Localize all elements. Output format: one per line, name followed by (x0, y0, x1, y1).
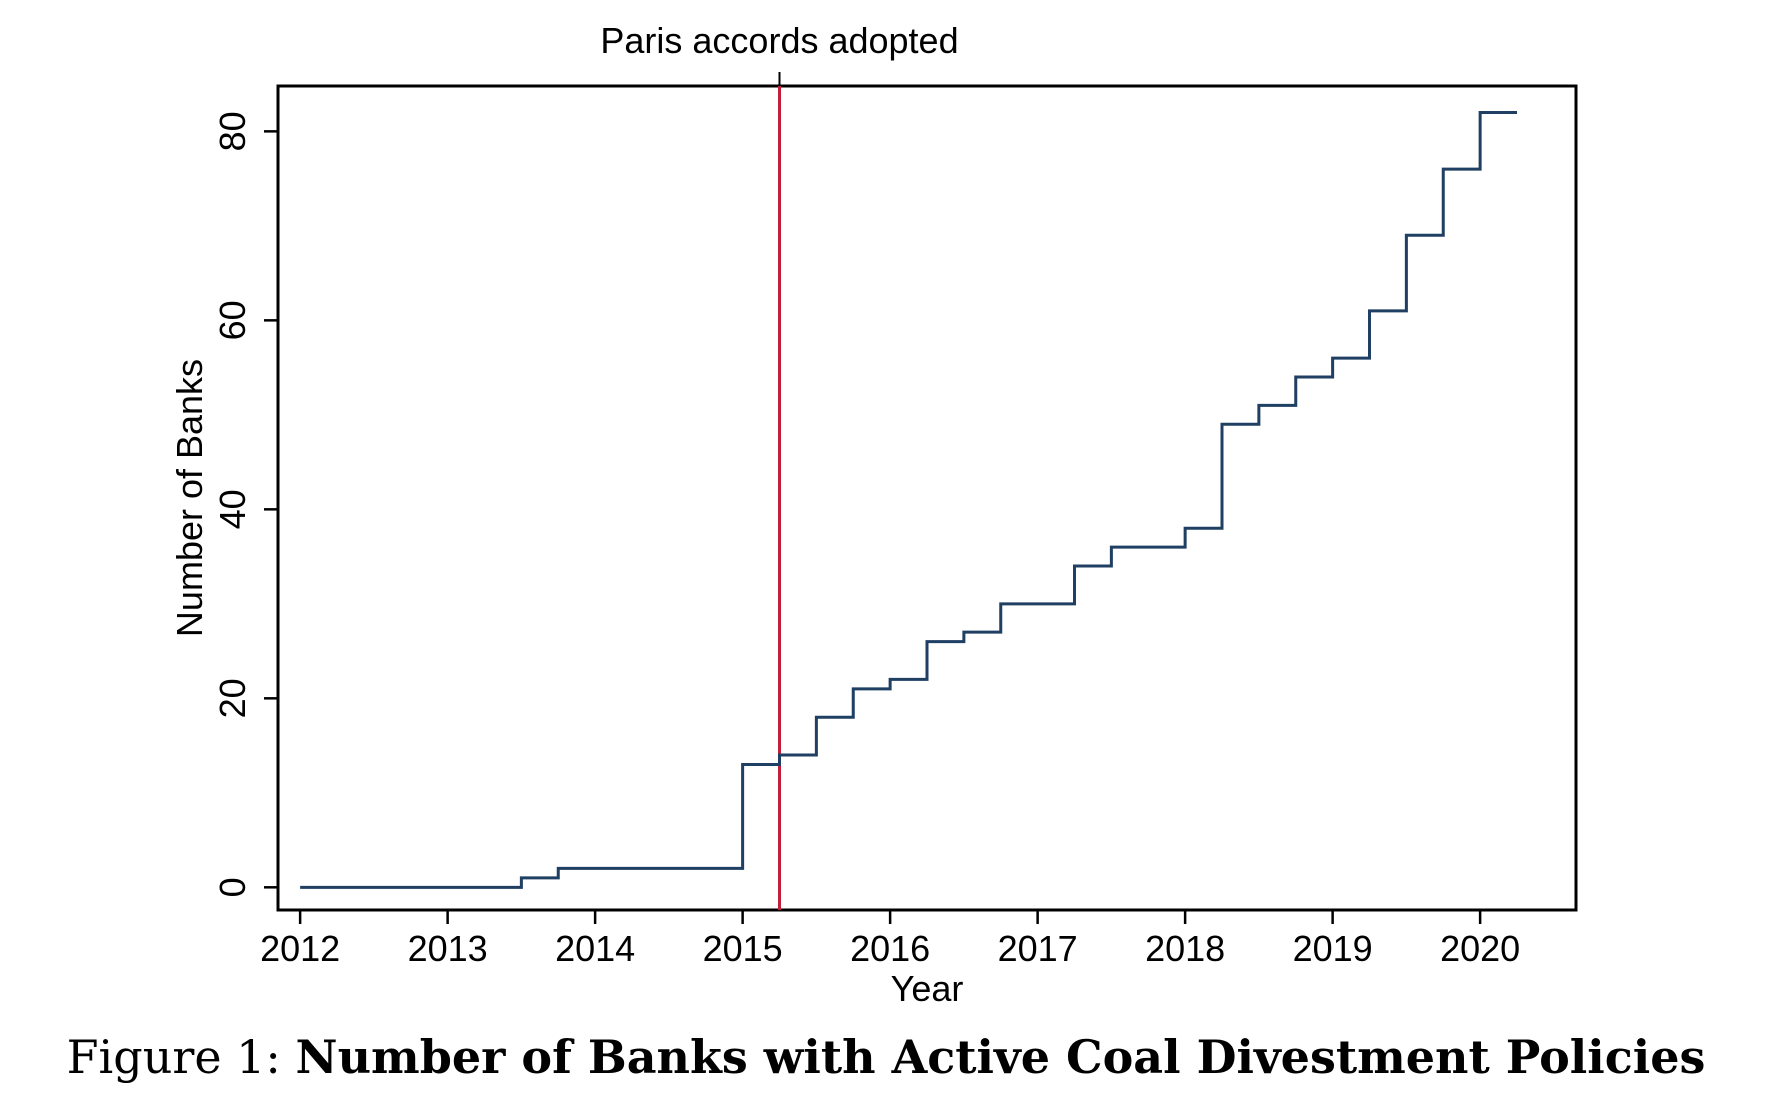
series-point (519, 876, 523, 880)
x-tick-label: 2014 (555, 928, 635, 969)
series-point (814, 715, 818, 719)
series-point (851, 687, 855, 691)
x-axis: 2012 2013 2014 2015 2016 2017 2018 2019 2020 (260, 910, 1520, 969)
series-point (1368, 309, 1372, 313)
series-point (1109, 545, 1113, 549)
series-point (999, 602, 1003, 606)
y-tick-label: 80 (212, 111, 253, 151)
series-point (741, 762, 745, 766)
x-tick-label: 2020 (1440, 928, 1520, 969)
x-tick-label: 2013 (408, 928, 488, 969)
series-line (300, 110, 1517, 889)
series-point (298, 885, 302, 889)
figure-caption-title: Number of Banks with Active Coal Divestm… (295, 1030, 1706, 1084)
series-point (1183, 526, 1187, 530)
x-tick-label: 2015 (703, 928, 783, 969)
series-point (962, 630, 966, 634)
series-point (1478, 110, 1482, 114)
series-point (1257, 403, 1261, 407)
x-tick-label: 2012 (260, 928, 340, 969)
series-point (778, 753, 782, 757)
y-tick-label: 40 (212, 489, 253, 529)
x-tick-label: 2019 (1293, 928, 1373, 969)
x-tick-label: 2018 (1145, 928, 1225, 969)
series-point (1220, 422, 1224, 426)
series-point (1073, 564, 1077, 568)
series-point (1515, 110, 1519, 114)
series-point (1294, 375, 1298, 379)
event-annotation: Paris accords adopted (600, 20, 958, 61)
x-tick-label: 2016 (850, 928, 930, 969)
x-tick-label: 2017 (998, 928, 1078, 969)
y-tick-label: 20 (212, 678, 253, 718)
y-axis-title: Number of Banks (169, 359, 210, 637)
series-point (1404, 233, 1408, 237)
y-axis: 0 20 40 60 80 (212, 111, 278, 897)
series-point (1441, 167, 1445, 171)
series-point (888, 677, 892, 681)
series-point (925, 640, 929, 644)
figure-caption-prefix: Figure 1: (66, 1030, 296, 1084)
x-axis-title: Year (891, 968, 964, 1009)
plot-frame (276, 84, 1578, 912)
y-tick-label: 60 (212, 300, 253, 340)
series-point (556, 866, 560, 870)
series-point (1331, 356, 1335, 360)
y-tick-label: 0 (212, 877, 253, 897)
figure-caption: Figure 1: Number of Banks with Active Co… (0, 1030, 1772, 1084)
